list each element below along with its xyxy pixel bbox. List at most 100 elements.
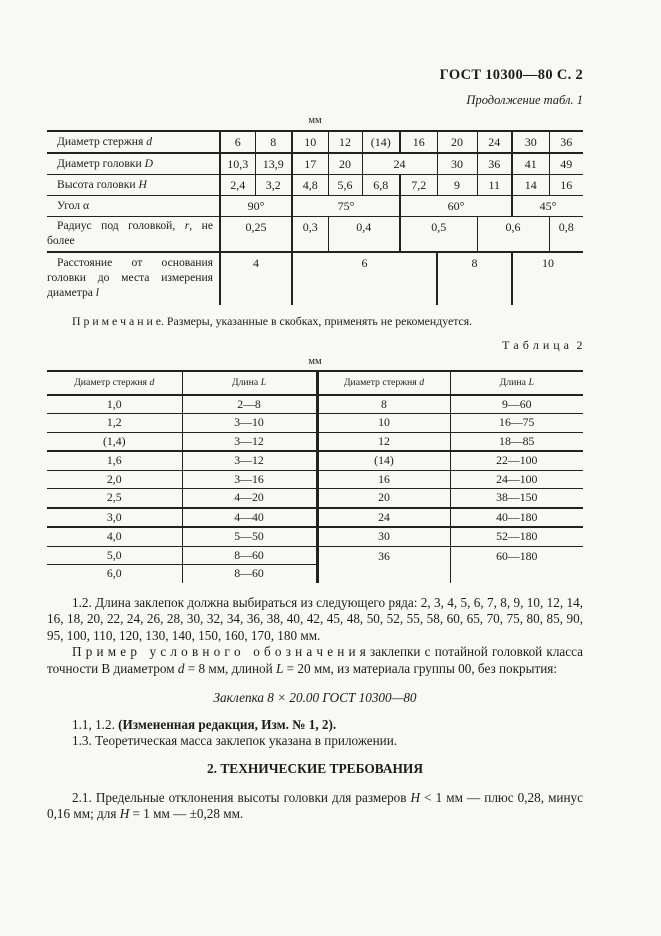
text-segment: = 8 мм, длиной [184,661,276,677]
table-cell: 8—60 [181,564,317,583]
text-segment: H [410,789,421,805]
table-cell: 1,0 [47,394,182,415]
table-cell: 8 [436,251,512,305]
table-cell: 9 [436,174,477,196]
table-cell: 20 [327,153,362,175]
table-cell: 30 [315,527,450,547]
table-cell: 12 [315,432,450,453]
table-cell: 24 [361,153,437,175]
units-label-table2: мм [308,355,322,367]
table-cell: 60° [399,195,512,217]
table-cell: 36 [476,153,512,175]
table-cell: 3,0 [47,507,182,529]
table-cell: 45° [511,195,583,217]
table-cell: 24 [476,131,512,154]
row-label: Диаметр головки D [47,153,220,175]
column-header: Диаметр стержня d [315,370,450,396]
column-header: Диаметр стержня d [47,370,182,396]
text-segment: П р и м е ч а н и е. Размеры, указанные … [72,313,473,328]
note-paragraph: П р и м е ч а н и е. Размеры, указанные … [47,314,583,329]
text-segment: 1.3. Теоретическая масса заклепок указан… [72,733,398,749]
text-segment: = 1 мм — ±0,28 мм. [129,806,244,822]
para-2-1: 2.1. Предельные отклонения высоты головк… [47,790,583,823]
text-segment: < 1 мм — плюс 0,28, минус 0,16 мм; для [47,789,583,822]
table-cell: 10 [315,413,450,433]
table-cell: 30 [511,131,549,154]
column-header: Длина L [449,370,583,396]
table-cell: 36 [548,131,583,154]
designation-line: Заклепка 8 × 20.00 ГОСТ 10300—80 [47,690,583,706]
table-cell: 16 [548,174,583,196]
section-heading: 2. ТЕХНИЧЕСКИЕ ТРЕБОВАНИЯ [206,760,424,776]
table-cell: 4,0 [47,527,182,547]
table-cell: 5—50 [181,527,317,547]
table-cell: 0,8 [548,216,583,253]
para-1-2: 1.2. Длина заклепок должна выбираться из… [47,595,583,645]
table-cell: 0,5 [399,216,477,253]
table-cell: 13,9 [254,153,292,175]
table-cell: 60—180 [449,546,583,583]
table-cell: 8 [254,131,292,154]
table-cell: 16 [399,131,437,154]
text-segment: 1.2. Длина заклепок должна выбираться из… [47,594,583,643]
units-label-table1: мм [308,115,322,126]
table-cell: 12 [327,131,362,154]
table-2-label: Т а б л и ц а 2 [502,337,583,352]
table-cell: 6 [219,131,255,154]
table-cell: 40—180 [449,507,583,529]
para-1-3: 1.3. Теоретическая масса заклепок указан… [47,733,583,750]
text-segment: П р и м е р у с л о в н о г о о б о з н … [47,644,583,677]
table-cell: 3—10 [181,413,317,433]
table-cell: 24 [315,507,450,529]
document-page: ГОСТ 10300—80 С. 2 Продолжение табл. 1 м… [47,0,583,823]
table-cell: (1,4) [47,432,182,453]
para-1-1: 1.1, 1.2. (Измененная редакция, Изм. № 1… [47,717,583,734]
table-cell: 2—8 [181,394,317,415]
table-cell: 16—75 [449,413,583,433]
table-cell: 1,6 [47,451,182,471]
table-cell: 6,8 [361,174,400,196]
text-segment: 2.1. Предельные отклонения высоты головк… [72,789,411,805]
table-cell: 49 [548,153,583,175]
table-cell: 52—180 [449,527,583,547]
table-cell: 22—100 [449,451,583,471]
table-cell: 2,5 [47,488,182,509]
text-segment: d [177,661,185,677]
table-2: Диаметр стержня d Длина L Диаметр стержня … [47,369,583,583]
text-segment: 1.1, 1.2. [72,716,119,732]
table-cell: 30 [436,153,477,175]
row-label: Диаметр стержня d [47,131,220,154]
table-cell: 0,4 [327,216,400,253]
table-cell: 3—16 [181,470,317,490]
table-cell: 8—60 [181,546,317,566]
table-cell: 3,2 [254,174,292,196]
row-label: Расстояние от основания головки до места… [47,256,213,300]
table-cell: 5,0 [47,546,182,566]
table-cell: 10 [291,131,328,154]
text-segment: L [276,661,284,677]
table-cell: 4—40 [181,507,317,529]
table-cell: 7,2 [399,174,437,196]
table-cell: 4,8 [291,174,328,196]
table-cell: (14) [315,451,450,471]
table-cell: 2,0 [47,470,182,490]
table-cell: 18—85 [449,432,583,453]
table-cell: 90° [219,195,292,217]
table-cell: 8 [315,394,450,415]
table-cell: 20 [315,488,450,509]
table-cell: 0,6 [476,216,549,253]
doc-header: ГОСТ 10300—80 С. 2 [439,67,583,83]
table-cell: 5,6 [327,174,362,196]
table-cell: (14) [361,131,400,154]
table-cell: 36 [315,546,450,583]
table-cell: 1,2 [47,413,182,433]
table-cell: 14 [511,174,549,196]
table-cell: 24—100 [449,470,583,490]
text-segment: = 20 мм, из материала группы 00, без пок… [283,661,558,677]
text-segment: (Измененная редакция, Изм. № 1, 2). [118,716,337,732]
table-cell: 11 [476,174,512,196]
table-cell: 3—12 [181,432,317,453]
table-1: Диаметр стержня d 6 8 10 12 (14) 16 20 24 30 36 Диа… [47,130,583,305]
table-cell: 16 [315,470,450,490]
table-cell: 10,3 [219,153,255,175]
